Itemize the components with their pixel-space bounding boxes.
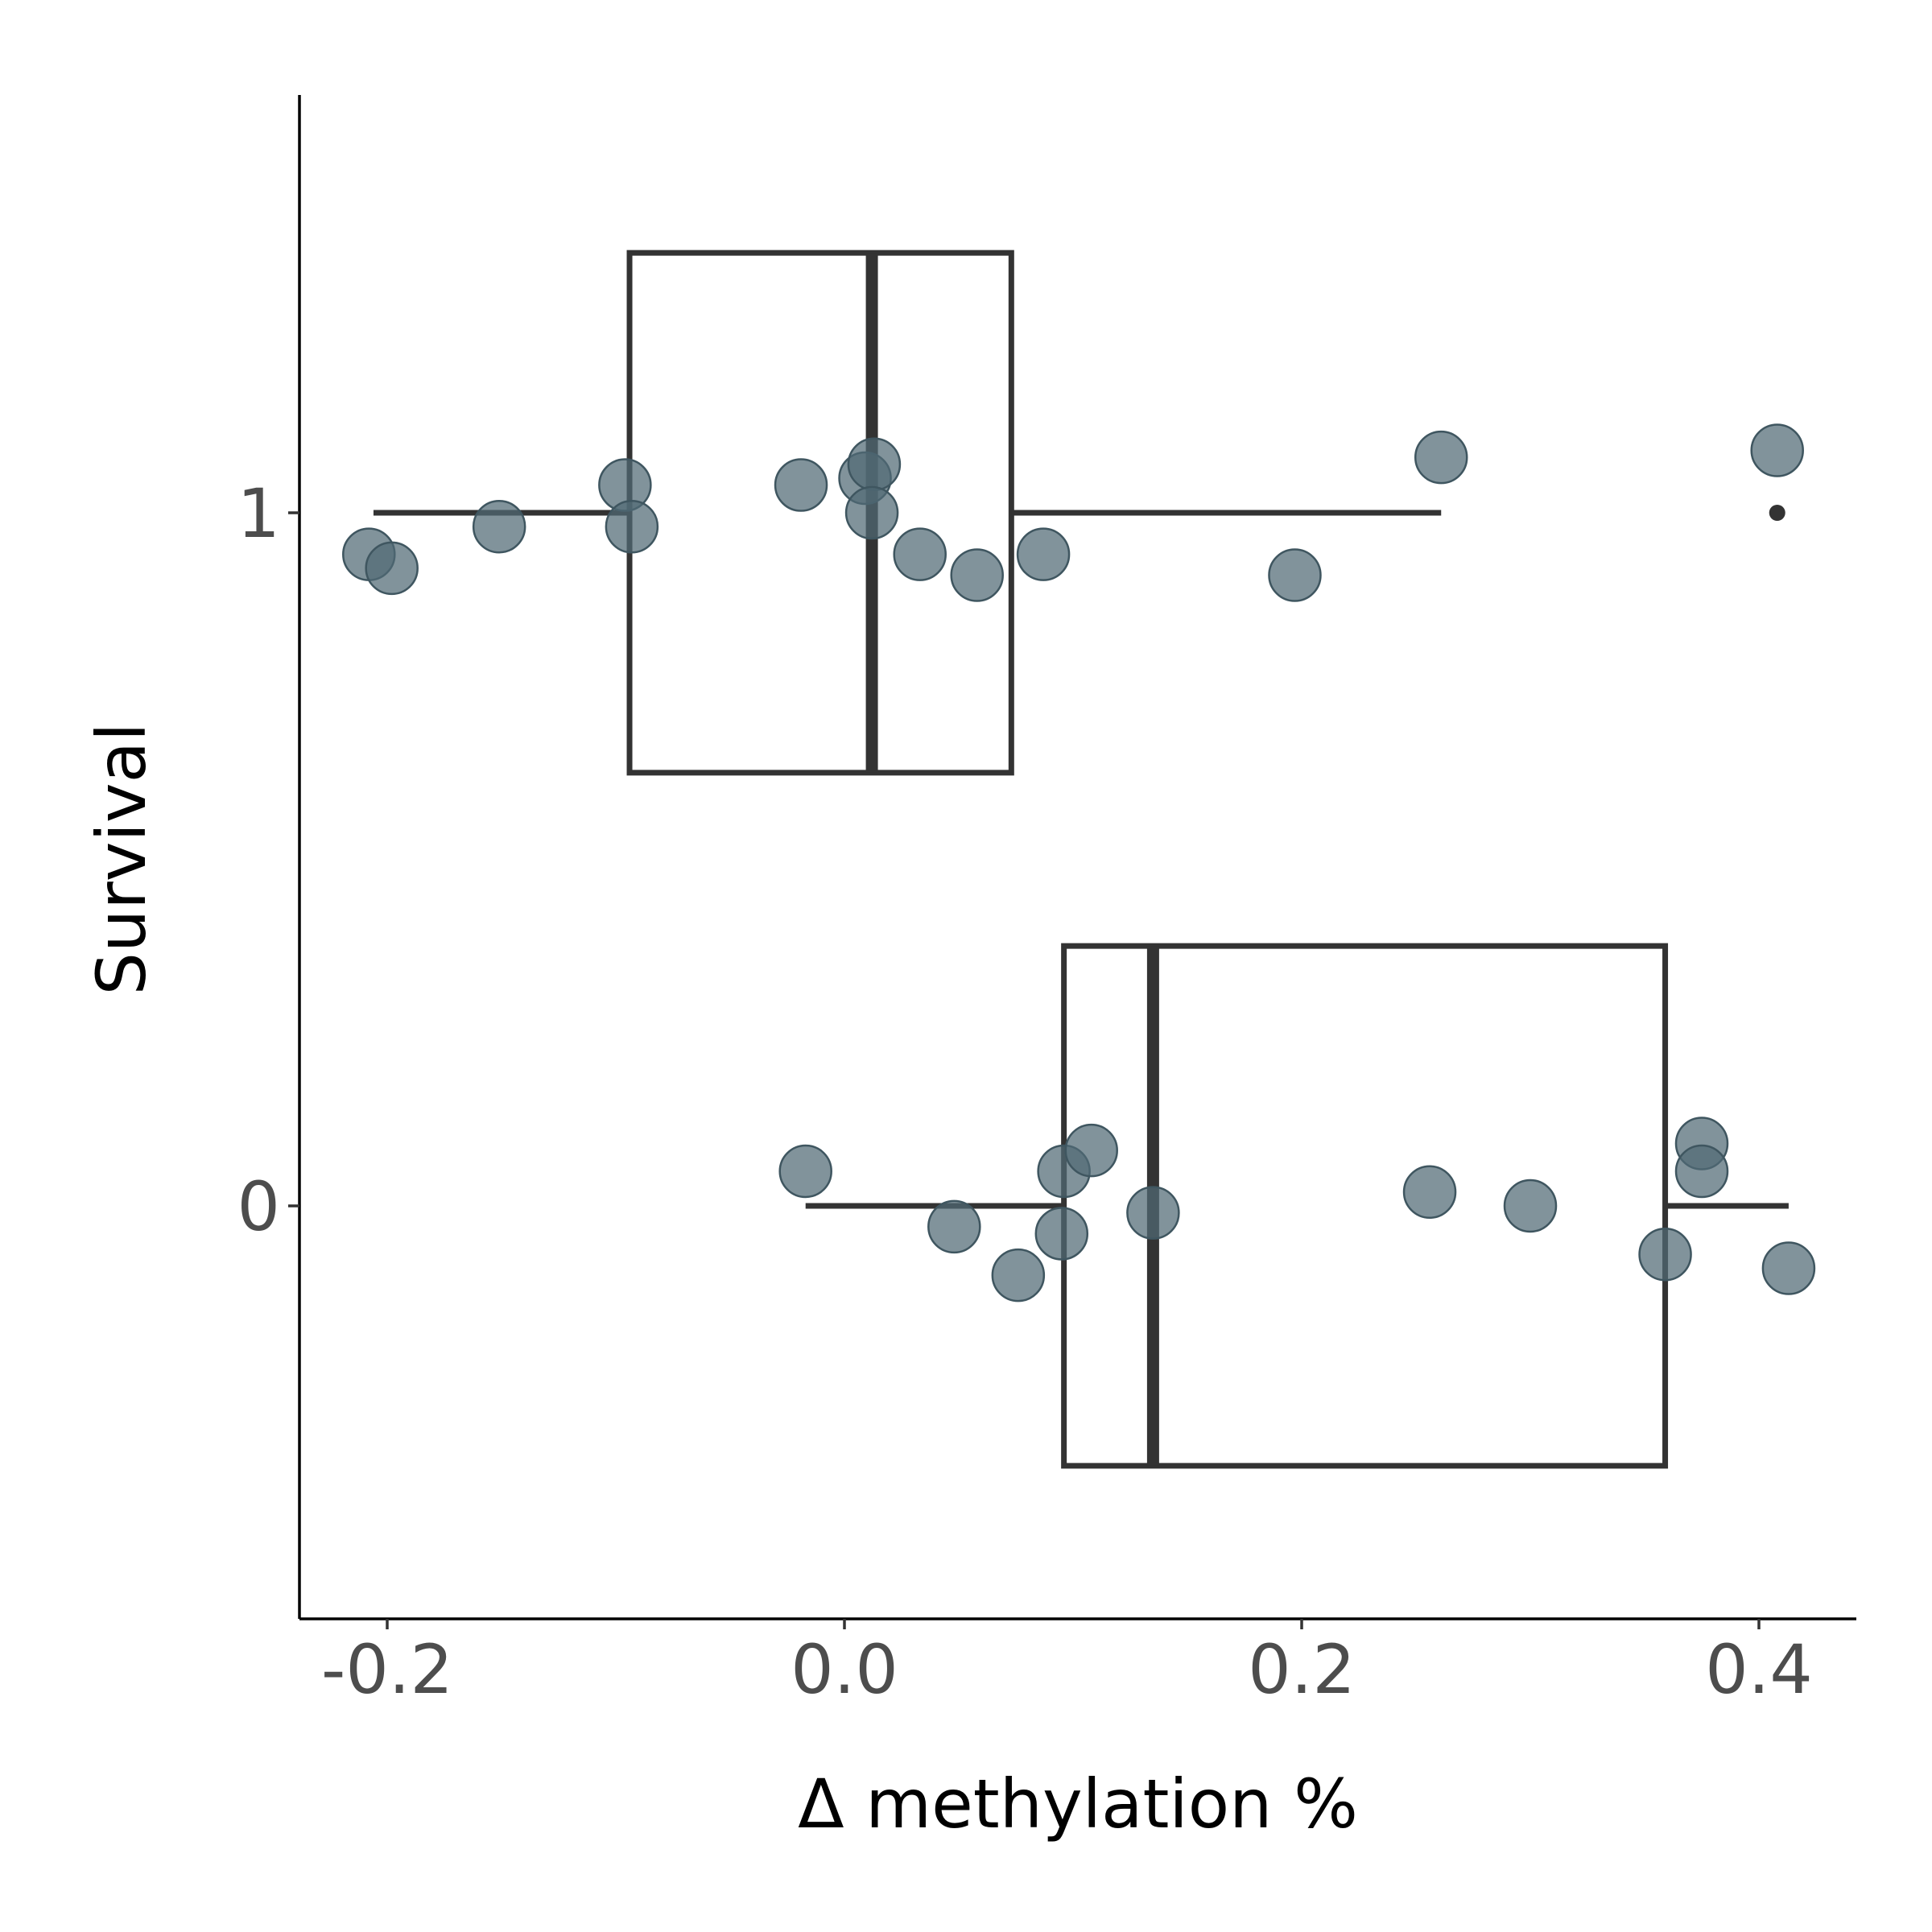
data-point <box>893 527 947 581</box>
data-point <box>1268 548 1322 602</box>
data-point <box>1674 1144 1729 1199</box>
data-point <box>1402 1165 1457 1220</box>
data-point <box>847 437 902 491</box>
data-point <box>774 458 828 512</box>
y-axis-ticks: 10 <box>237 474 299 1246</box>
x-tick-label: -0.2 <box>321 1630 453 1709</box>
x-axis-ticks: -0.2 0.0 0.2 0.4 <box>321 1619 1813 1709</box>
box-group-1 <box>373 250 1785 776</box>
data-point <box>1503 1179 1558 1233</box>
x-tick-label: 0.4 <box>1705 1630 1813 1709</box>
data-points <box>342 423 1816 1302</box>
data-point <box>1761 1241 1816 1295</box>
box-rect <box>1061 943 1669 1469</box>
box-rect <box>626 250 1014 776</box>
plot-area <box>342 250 1816 1469</box>
data-point <box>1750 423 1804 477</box>
data-point <box>991 1248 1046 1302</box>
x-tick-label: 0.0 <box>791 1630 898 1709</box>
data-point <box>1126 1186 1180 1240</box>
data-point <box>365 541 419 596</box>
data-point <box>1064 1123 1118 1178</box>
x-axis-title: Δ methylation % <box>798 1765 1358 1843</box>
outlier-point <box>1769 505 1785 521</box>
data-point <box>1034 1207 1089 1261</box>
data-point <box>778 1144 832 1199</box>
data-point <box>472 499 526 554</box>
y-tick-label: 0 <box>237 1167 280 1246</box>
data-point <box>1016 527 1071 581</box>
data-point <box>950 548 1004 602</box>
data-point <box>927 1199 981 1254</box>
data-point <box>1638 1228 1692 1282</box>
data-point <box>605 499 659 554</box>
x-tick-label: 0.2 <box>1248 1630 1356 1709</box>
data-point <box>1414 430 1468 485</box>
y-tick-label: 1 <box>237 474 280 553</box>
data-point <box>844 485 899 540</box>
y-axis-title: Survival <box>82 723 161 996</box>
